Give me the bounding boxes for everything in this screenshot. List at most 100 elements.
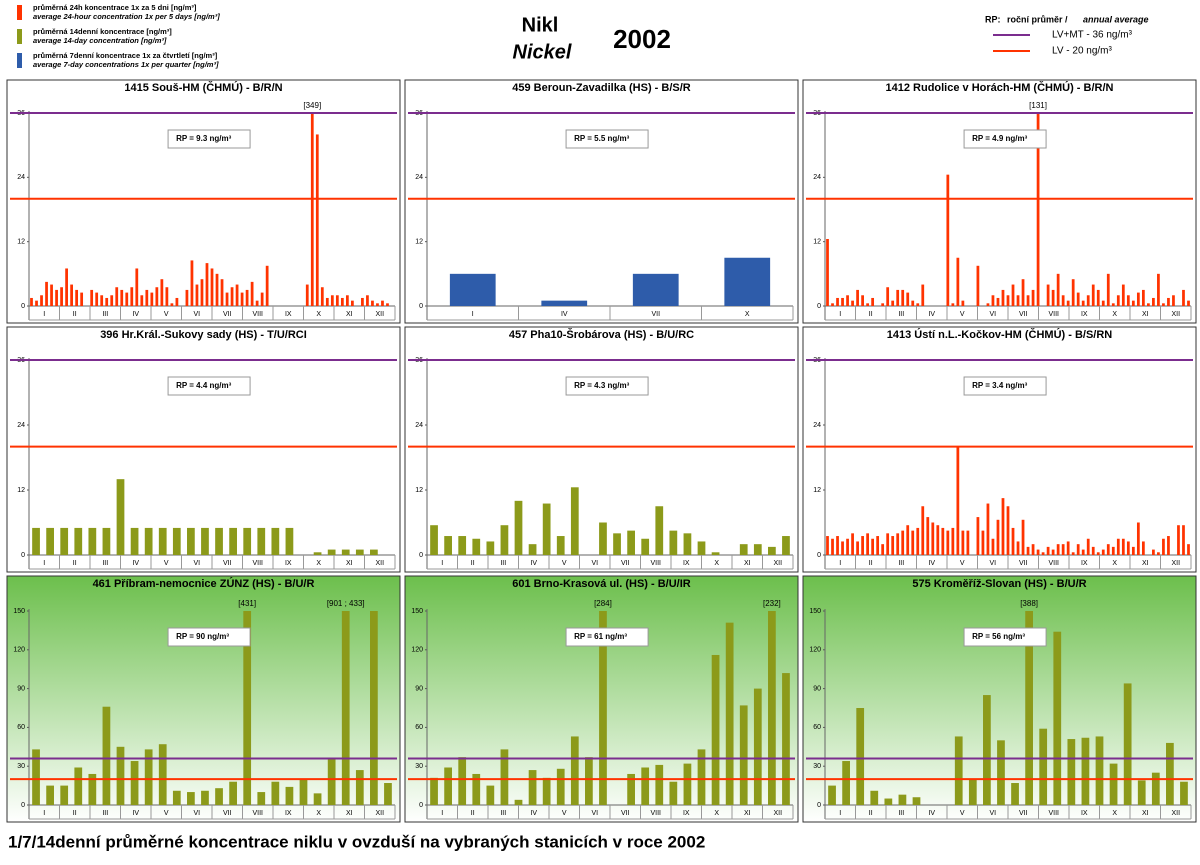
bar — [542, 503, 551, 555]
y-tick-label: 0 — [419, 552, 423, 559]
bar — [1136, 522, 1140, 555]
bar — [1111, 303, 1115, 306]
bars — [828, 611, 1188, 805]
bar — [941, 527, 945, 555]
bar — [50, 284, 53, 306]
bar — [1101, 300, 1105, 306]
annotation-box — [565, 376, 649, 396]
bar — [285, 527, 294, 555]
bar — [1131, 546, 1135, 555]
bar — [201, 527, 209, 555]
bar — [90, 289, 94, 306]
bar — [205, 263, 209, 306]
bar — [1076, 544, 1080, 555]
bar — [1076, 292, 1080, 306]
legend-text: průměrná 7denní koncentrace 1x za čtvrtl… — [33, 51, 218, 60]
bar — [370, 549, 378, 555]
bar — [871, 538, 875, 555]
x-tick-label: III — [102, 560, 108, 567]
annotation-box — [963, 129, 1047, 149]
x-tick-label: VI — [989, 311, 996, 318]
bar — [1095, 736, 1104, 805]
x-tick-label: XI — [744, 560, 751, 567]
y-tick-label: 24 — [17, 422, 25, 429]
value-label: [284] — [594, 599, 612, 608]
y-tick-label: 120 — [809, 647, 821, 654]
bar — [65, 268, 68, 306]
x-tick-label: XI — [744, 810, 751, 817]
y-tick-label: 0 — [817, 552, 821, 559]
x-tick-label: V — [164, 810, 169, 817]
annotation-box — [963, 627, 1047, 647]
x-tick-label: XI — [346, 311, 353, 318]
bar — [1111, 546, 1115, 555]
y-tick-label: 0 — [21, 552, 25, 559]
x-tick-label: XI — [346, 560, 353, 567]
bar — [32, 527, 40, 555]
bar — [1123, 683, 1132, 805]
x-tick-label: XI — [346, 810, 353, 817]
bar — [30, 297, 33, 306]
bars — [430, 487, 790, 555]
y-tick-label: 120 — [411, 647, 423, 654]
bar — [739, 705, 748, 805]
x-tick-label: II — [471, 560, 475, 567]
bar — [886, 533, 890, 555]
rp-text-en: annual average — [1083, 14, 1149, 24]
bar — [1046, 284, 1050, 306]
bar — [1071, 552, 1075, 555]
bar — [75, 289, 79, 306]
bar — [1067, 739, 1076, 805]
legend-swatch — [17, 53, 22, 68]
x-tick-label: X — [1112, 810, 1117, 817]
x-tick-label: X — [316, 810, 321, 817]
bar — [335, 295, 339, 306]
x-tick-label: IV — [928, 560, 935, 567]
y-tick-label: 24 — [415, 174, 423, 181]
x-tick-label: I — [472, 311, 474, 318]
bar — [669, 530, 678, 555]
x-tick-label: X — [1112, 311, 1117, 318]
bar — [951, 527, 955, 555]
bars — [826, 113, 1190, 306]
y-tick-label: 12 — [17, 239, 25, 246]
x-tick-label: IX — [285, 810, 292, 817]
bar — [514, 500, 523, 555]
bar — [896, 533, 900, 555]
bar — [891, 536, 895, 555]
x-tick-label: IV — [132, 311, 139, 318]
y-tick-label: 24 — [17, 174, 25, 181]
bar — [235, 284, 239, 306]
bar — [1109, 763, 1118, 805]
bar — [95, 292, 99, 306]
panel-title: 1415 Souš-HM (ČHMÚ) - B/R/N — [124, 81, 282, 94]
annotation: RP = 3.4 ng/m³ — [972, 381, 1028, 390]
caption: 1/7/14denní průměrné koncentrace niklu v… — [8, 832, 705, 851]
bar — [500, 749, 509, 805]
bar — [831, 538, 834, 555]
x-tick-label: V — [562, 560, 567, 567]
bar — [1031, 289, 1035, 306]
bar — [1011, 783, 1019, 805]
x-tick-label: IX — [683, 560, 690, 567]
bar — [310, 113, 314, 306]
bar — [739, 544, 748, 555]
x-tick-label: III — [102, 810, 108, 817]
bar — [901, 530, 905, 555]
bar — [669, 781, 678, 805]
legend-text: average 7-day concentrations 1x per quar… — [33, 60, 219, 69]
x-tick-label: XII — [1171, 810, 1180, 817]
panel: 1412 Rudolice v Horách-HM (ČHMÚ) - B/R/N… — [802, 79, 1197, 324]
bar — [842, 761, 850, 805]
bar — [991, 295, 995, 306]
bar — [225, 292, 229, 306]
bar — [257, 527, 266, 555]
bar — [906, 292, 910, 306]
x-tick-label: VII — [1019, 560, 1028, 567]
y-tick-label: 0 — [419, 802, 423, 809]
bar — [130, 761, 139, 805]
x-tick-label: VII — [1019, 311, 1028, 318]
value-label: [349] — [303, 101, 321, 110]
bar — [931, 522, 935, 555]
bar — [45, 281, 48, 306]
